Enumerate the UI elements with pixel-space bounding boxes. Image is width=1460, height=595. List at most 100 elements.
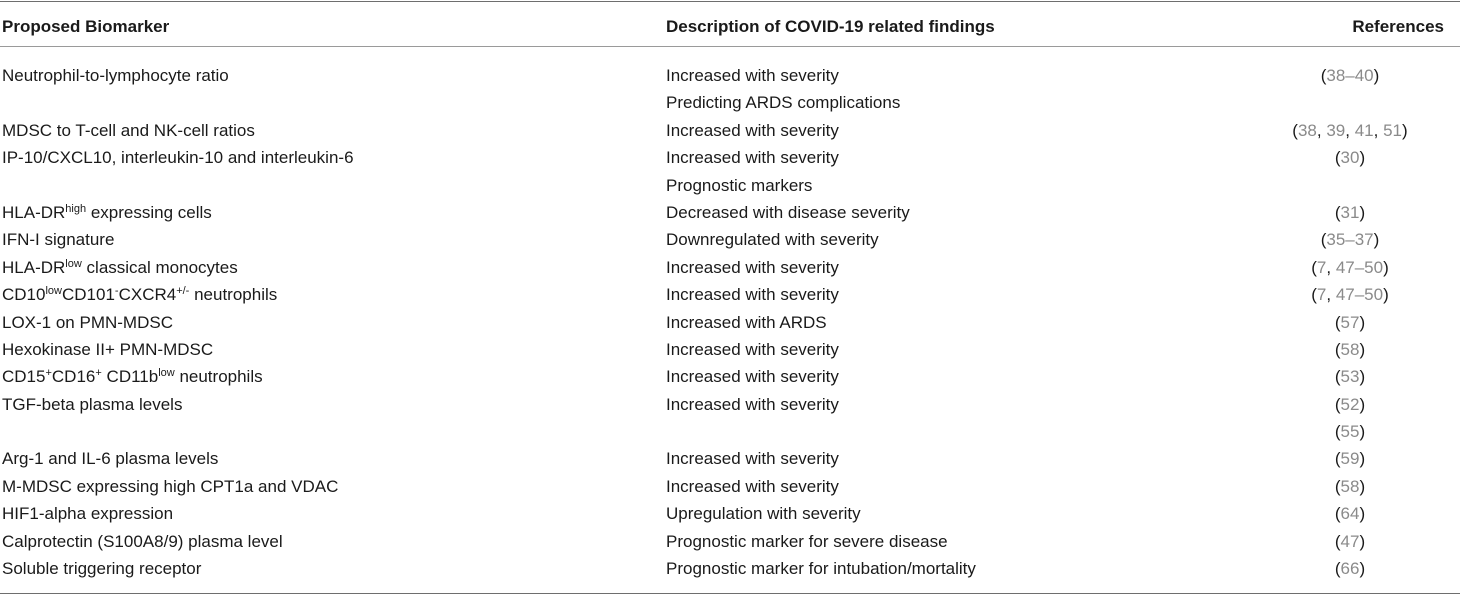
cell-biomarker: Hexokinase II+ PMN-MDSC xyxy=(2,336,213,363)
biomarker-text: CD16 xyxy=(51,367,96,387)
biomarker-text: HLA-DR xyxy=(2,202,66,222)
table-row: (55) xyxy=(0,418,1460,445)
cell-description: Increased with severity xyxy=(666,120,839,140)
cell-references: (30) xyxy=(1334,148,1366,168)
header-references: References xyxy=(1352,17,1444,36)
biomarker-text: Arg-1 and IL-6 plasma levels xyxy=(2,449,219,469)
cell-description: Upregulation with severity xyxy=(666,504,861,524)
table-row: IFN-I signature Downregulated with severi… xyxy=(0,226,1460,253)
header-description: Description of COVID-19 related findings xyxy=(666,17,995,36)
cell-description: Prognostic marker for intubation/mortali… xyxy=(666,559,976,579)
table-row: CD10lowCD101-CXCR4+/- neutrophils Increas… xyxy=(0,281,1460,308)
cell-biomarker: Arg-1 and IL-6 plasma levels xyxy=(2,445,218,472)
table-body: Neutrophil-to-lymphocyte ratio Increased … xyxy=(0,62,1460,582)
reference-link[interactable]: 53 xyxy=(1340,367,1360,387)
reference-link[interactable]: 58 xyxy=(1340,339,1360,359)
biomarker-superscript: low xyxy=(158,367,175,380)
biomarker-superscript: - xyxy=(114,285,119,298)
table-row: MDSC to T-cell and NK-cell ratios Increas… xyxy=(0,117,1460,144)
reference-link[interactable]: 55 xyxy=(1340,422,1360,442)
cell-references: (64) xyxy=(1334,504,1366,524)
biomarker-text: M-MDSC expressing high CPT1a and VDAC xyxy=(2,476,339,496)
reference-link[interactable]: 38 xyxy=(1297,120,1317,140)
cell-biomarker: TGF-beta plasma levels xyxy=(2,391,182,418)
cell-description: Prognostic markers xyxy=(666,175,813,195)
cell-references: (59) xyxy=(1334,449,1366,469)
table-row: Neutrophil-to-lymphocyte ratio Increased … xyxy=(0,62,1460,89)
biomarker-text: neutrophils xyxy=(174,367,263,387)
reference-link[interactable]: 7 xyxy=(1316,285,1327,305)
biomarker-text: CD15 xyxy=(2,367,46,387)
cell-description: Increased with severity xyxy=(666,367,839,387)
reference-link[interactable]: 47–50 xyxy=(1335,257,1384,277)
cell-biomarker: CD10lowCD101-CXCR4+/- neutrophils xyxy=(2,281,277,308)
cell-description: Increased with severity xyxy=(666,148,839,168)
table-row: IP-10/CXCL10, interleukin-10 and interle… xyxy=(0,144,1460,171)
biomarker-text: IP-10/CXCL10, interleukin-10 and interle… xyxy=(2,148,354,168)
reference-link[interactable]: 31 xyxy=(1340,202,1360,222)
biomarker-text: HLA-DR xyxy=(2,257,66,277)
cell-description: Increased with severity xyxy=(666,339,839,359)
biomarker-superscript: low xyxy=(65,257,82,270)
table-row: TGF-beta plasma levels Increased with sev… xyxy=(0,391,1460,418)
table-row: Arg-1 and IL-6 plasma levels Increased wi… xyxy=(0,445,1460,472)
table-row: Predicting ARDS complications xyxy=(0,89,1460,116)
biomarker-text: IFN-I signature xyxy=(2,230,115,250)
cell-references: (35–37) xyxy=(1320,230,1380,250)
reference-link[interactable]: 51 xyxy=(1383,120,1403,140)
reference-link[interactable]: 66 xyxy=(1340,559,1360,579)
biomarker-text: MDSC to T-cell and NK-cell ratios xyxy=(2,120,255,140)
cell-description: Prognostic marker for severe disease xyxy=(666,531,948,551)
cell-biomarker: HIF1-alpha expression xyxy=(2,500,173,527)
table-row: Prognostic markers xyxy=(0,172,1460,199)
biomarker-text: classical monocytes xyxy=(81,257,238,277)
biomarker-text: Neutrophil-to-lymphocyte ratio xyxy=(2,66,229,85)
cell-references: (66) xyxy=(1334,559,1366,579)
reference-link[interactable]: 47–50 xyxy=(1335,285,1384,305)
cell-references: (38–40) xyxy=(1320,66,1380,85)
reference-link[interactable]: 39 xyxy=(1326,120,1346,140)
reference-link[interactable]: 30 xyxy=(1340,148,1360,168)
biomarker-superscript: + xyxy=(95,367,102,380)
cell-description: Decreased with disease severity xyxy=(666,202,910,222)
table-bottom-rule xyxy=(0,593,1460,594)
table-row: Soluble triggering receptor Prognostic ma… xyxy=(0,555,1460,582)
reference-link[interactable]: 35–37 xyxy=(1326,230,1374,250)
cell-biomarker: Calprotectin (S100A8/9) plasma level xyxy=(2,528,283,555)
reference-link[interactable]: 59 xyxy=(1340,449,1360,469)
cell-description: Increased with severity xyxy=(666,394,839,414)
biomarker-text: LOX-1 on PMN-MDSC xyxy=(2,312,173,332)
biomarker-superscript: +/- xyxy=(176,285,190,298)
cell-references: (47) xyxy=(1334,531,1366,551)
biomarker-superscript: + xyxy=(45,367,52,380)
reference-link[interactable]: 7 xyxy=(1316,257,1327,277)
cell-biomarker: LOX-1 on PMN-MDSC xyxy=(2,309,173,336)
table-row: HIF1-alpha expression Upregulation with s… xyxy=(0,500,1460,527)
reference-link[interactable]: 47 xyxy=(1340,531,1360,551)
biomarker-text: Soluble triggering receptor xyxy=(2,559,202,579)
table-row: M-MDSC expressing high CPT1a and VDAC Inc… xyxy=(0,473,1460,500)
reference-link[interactable]: 38–40 xyxy=(1326,66,1374,85)
cell-references: (31) xyxy=(1334,202,1366,222)
table-row: HLA-DRhigh expressing cells Decreased wit… xyxy=(0,199,1460,226)
biomarker-text: CD101 xyxy=(61,285,115,305)
biomarker-text: CD11b xyxy=(101,367,159,387)
reference-link[interactable]: 57 xyxy=(1340,312,1360,332)
cell-biomarker: M-MDSC expressing high CPT1a and VDAC xyxy=(2,473,338,500)
biomarker-superscript: high xyxy=(65,202,87,215)
table-row: CD15+CD16+ CD11blow neutrophils Increased… xyxy=(0,363,1460,390)
reference-link[interactable]: 64 xyxy=(1340,504,1360,524)
cell-references: (52) xyxy=(1334,394,1366,414)
cell-biomarker: CD15+CD16+ CD11blow neutrophils xyxy=(2,363,263,390)
biomarker-superscript: low xyxy=(45,285,62,298)
reference-link[interactable]: 52 xyxy=(1340,394,1360,414)
cell-biomarker: Soluble triggering receptor xyxy=(2,555,201,582)
cell-biomarker: HLA-DRlow classical monocytes xyxy=(2,254,238,281)
table-row: Hexokinase II+ PMN-MDSC Increased with se… xyxy=(0,336,1460,363)
cell-references: (58) xyxy=(1334,339,1366,359)
cell-description: Predicting ARDS complications xyxy=(666,93,901,113)
reference-link[interactable]: 41 xyxy=(1354,120,1374,140)
reference-link[interactable]: 58 xyxy=(1340,476,1360,496)
cell-description: Increased with severity xyxy=(666,449,839,469)
cell-description: Increased with severity xyxy=(666,66,839,85)
